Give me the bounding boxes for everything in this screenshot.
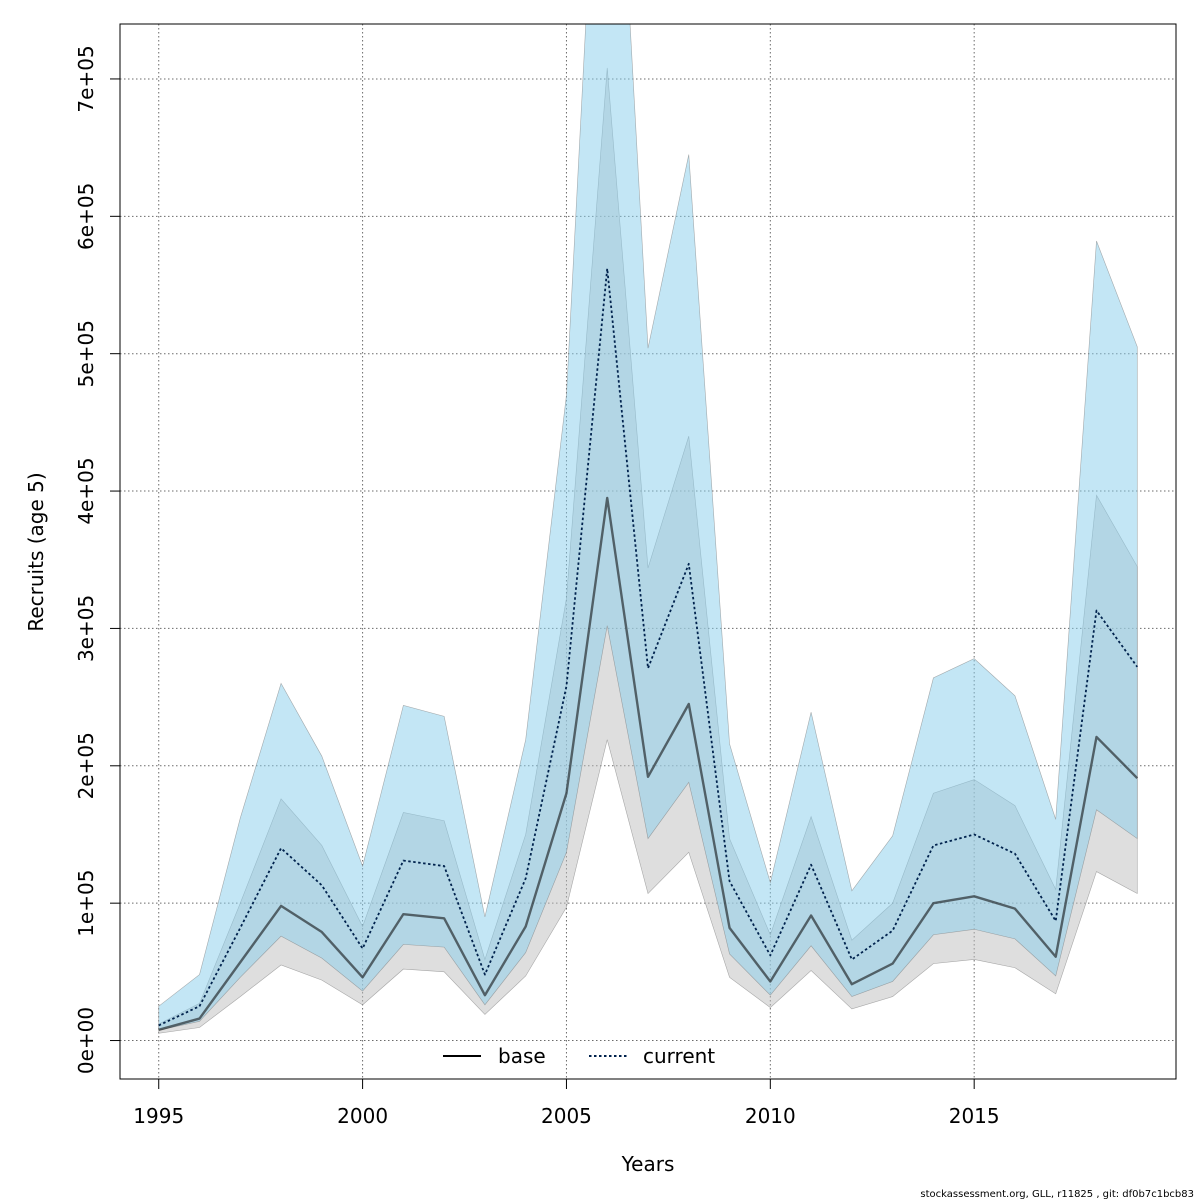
x-tick-label: 1995 — [133, 1104, 184, 1128]
legend-label-base: base — [498, 1044, 546, 1068]
x-tick-label: 2010 — [745, 1104, 796, 1128]
x-axis: 1995 2000 2005 2010 2015 — [133, 1078, 1000, 1128]
y-axis: 0e+00 1e+05 2e+05 3e+05 4e+05 5e+05 6e+05 7e+05 — [74, 45, 120, 1074]
y-tick-label: 3e+05 — [74, 595, 98, 662]
x-tick-label: 2015 — [949, 1104, 1000, 1128]
legend-label-current: current — [643, 1044, 715, 1068]
confidence-bands — [158, 24, 1138, 1034]
x-axis-title: Years — [621, 1152, 675, 1176]
y-tick-label: 7e+05 — [74, 45, 98, 112]
y-tick-label: 5e+05 — [74, 320, 98, 387]
y-tick-label: 2e+05 — [74, 732, 98, 799]
y-tick-label: 0e+00 — [74, 1007, 98, 1074]
confidence-band-current — [158, 24, 1138, 1031]
y-tick-label: 4e+05 — [74, 457, 98, 524]
series-line-current — [158, 267, 1138, 1027]
y-tick-label: 6e+05 — [74, 183, 98, 250]
x-tick-label: 2000 — [337, 1104, 388, 1128]
series-line-base — [158, 496, 1139, 1031]
legend: base current — [443, 1044, 715, 1068]
series-lines — [158, 267, 1139, 1031]
x-tick-label: 2005 — [541, 1104, 592, 1128]
y-axis-title: Recruits (age 5) — [24, 472, 48, 631]
y-tick-label: 1e+05 — [74, 870, 98, 937]
footer-note: stockassessment.org, GLL, r11825 , git: … — [920, 1189, 1194, 1200]
